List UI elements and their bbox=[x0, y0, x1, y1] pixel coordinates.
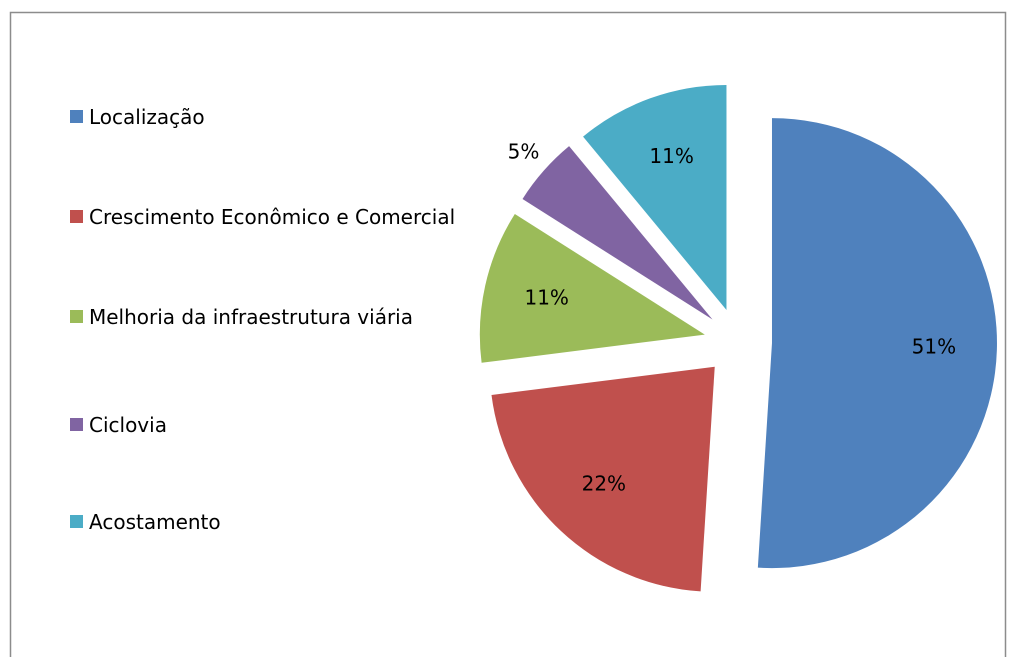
legend-swatch bbox=[70, 515, 83, 528]
legend-item: Localização bbox=[70, 100, 465, 134]
legend-item: Melhoria da infraestrutura viária bbox=[70, 300, 465, 334]
legend-swatch bbox=[70, 418, 83, 431]
data-label: 51% bbox=[912, 335, 956, 359]
data-label: 11% bbox=[524, 286, 568, 310]
legend-swatch bbox=[70, 210, 83, 223]
data-label: 22% bbox=[582, 471, 626, 495]
legend-label: Crescimento Econômico e Comercial bbox=[89, 205, 456, 229]
legend-label: Melhoria da infraestrutura viária bbox=[89, 305, 413, 329]
legend-item: Crescimento Econômico e Comercial bbox=[70, 200, 465, 234]
chart-frame bbox=[9, 11, 1007, 657]
legend-item: Ciclovia bbox=[70, 408, 465, 442]
legend-label: Acostamento bbox=[89, 510, 221, 534]
pie-slice bbox=[491, 366, 715, 592]
legend-swatch bbox=[70, 310, 83, 323]
legend-label: Localização bbox=[89, 105, 205, 129]
pie-slice bbox=[757, 118, 997, 569]
pie-slice bbox=[479, 214, 705, 363]
data-label: 5% bbox=[508, 139, 540, 163]
data-label: 11% bbox=[649, 144, 693, 168]
pie-slice bbox=[522, 146, 713, 320]
legend-item: Acostamento bbox=[70, 505, 465, 539]
pie-slice bbox=[583, 85, 727, 311]
legend-label: Ciclovia bbox=[89, 413, 167, 437]
legend-swatch bbox=[70, 110, 83, 123]
